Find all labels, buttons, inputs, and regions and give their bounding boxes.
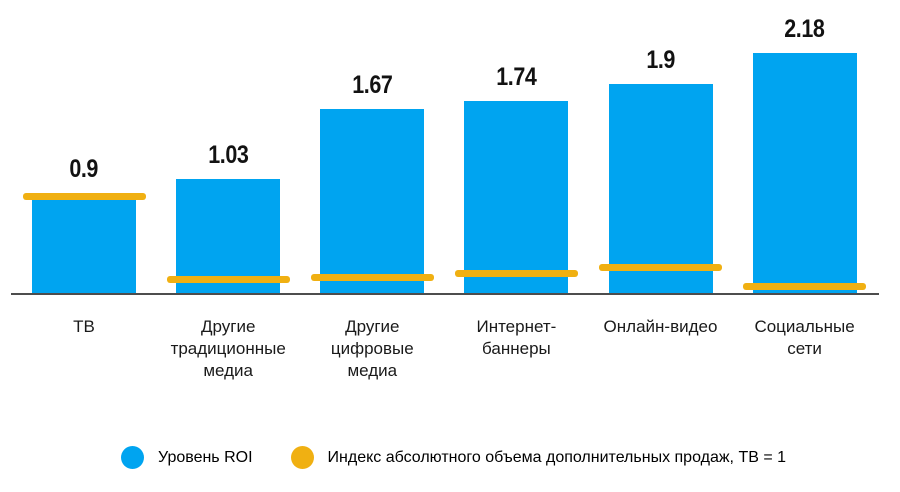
sales-index-marker [454, 269, 578, 277]
bar-value-label: 0.9 [69, 155, 99, 183]
sales-index-marker [599, 263, 722, 271]
category-label: Другие цифровые медиа [330, 317, 414, 380]
sales-index-marker [310, 273, 434, 281]
legend-swatch-roi-icon [121, 446, 144, 469]
category-label: ТВ [73, 317, 95, 336]
bar-value-label: 1.74 [496, 63, 537, 92]
roi-bar [320, 108, 425, 293]
bar-value-label: 1.67 [352, 70, 393, 99]
plot-area: 0.9 1.03 1.67 1.74 1.9 2.18 [11, 14, 879, 295]
legend-label-sales-index: Индекс абсолютного объема дополнительных… [327, 448, 787, 466]
legend-label-roi: Уровень ROI [158, 448, 253, 466]
roi-bar [464, 101, 569, 293]
sales-index-marker [743, 282, 867, 290]
legend-item-sales-index: Индекс абсолютного объема дополнительных… [290, 446, 787, 469]
baseline-axis [11, 292, 879, 295]
roi-bar [176, 179, 281, 293]
legend-swatch-sales-index-icon [290, 446, 314, 469]
category-label: Другие традиционные медиа [170, 317, 286, 380]
category-label: Онлайн-видео [603, 317, 718, 336]
sales-index-marker [22, 193, 146, 200]
bar-value-label: 1.03 [208, 141, 249, 170]
bar-value-label: 1.9 [646, 45, 675, 74]
category-label: Социальные сети [754, 317, 855, 358]
legend-item-roi: Уровень ROI [121, 446, 253, 469]
sales-index-marker [166, 275, 290, 283]
roi-bar [32, 193, 136, 293]
roi-bar [608, 83, 713, 293]
roi-bar [752, 52, 857, 293]
category-label: Интернет-баннеры [476, 317, 557, 358]
chart-legend: Уровень ROI Индекс абсолютного объема до… [121, 445, 786, 470]
bar-value-label: 2.18 [784, 14, 826, 43]
